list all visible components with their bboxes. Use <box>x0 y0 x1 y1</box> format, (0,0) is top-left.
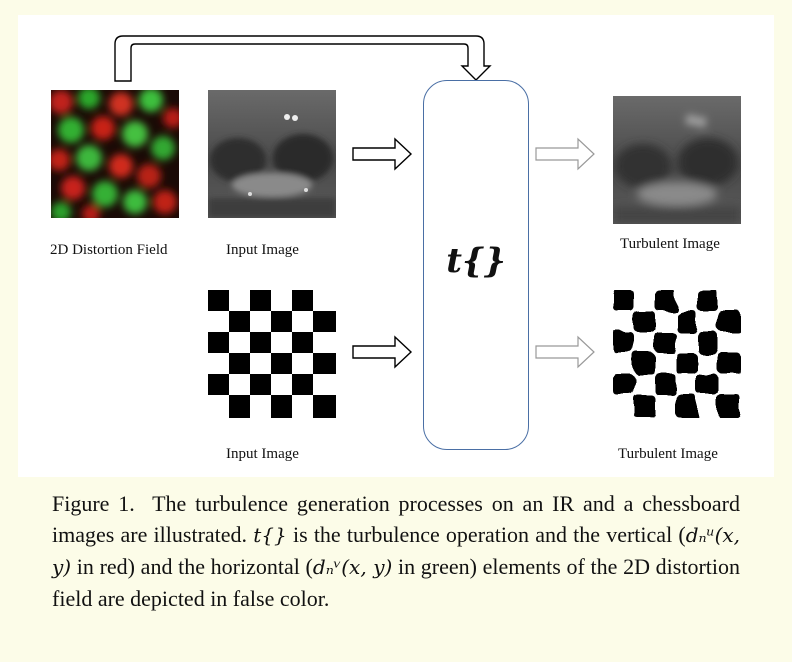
caption-part2: is the turbulence operation and the vert… <box>292 522 686 547</box>
distortion-to-operator-arrow <box>114 35 492 82</box>
caption-part3: in red) and the horizontal ( <box>76 554 313 579</box>
caption-math-u: dₙᵘ(x, y) <box>52 523 741 579</box>
output-chess-arrow <box>535 335 595 369</box>
operator-symbol: t{} <box>446 241 506 281</box>
figure-caption: Figure 1. The turbulence generation proc… <box>52 488 740 614</box>
caption-part1: The turbulence generation processes on a… <box>52 491 740 547</box>
caption-operator: t{} <box>253 523 287 547</box>
input-ir-image <box>208 90 336 218</box>
turbulent-ir-label: Turbulent Image <box>620 236 720 252</box>
output-ir-arrow <box>535 137 595 171</box>
distortion-field-image <box>51 90 179 218</box>
turbulent-ir-image <box>613 96 741 224</box>
input-ir-arrow <box>352 137 413 171</box>
turbulent-chessboard-image <box>613 290 741 418</box>
input-chess-label: Input Image <box>226 446 299 462</box>
input-ir-label: Input Image <box>226 242 299 258</box>
distortion-field-label: 2D Distortion Field <box>50 242 168 258</box>
caption-math-v: dₙᵛ(x, y) <box>312 555 393 579</box>
caption-part4: in green) elements of the 2D distortion … <box>52 554 741 611</box>
turbulent-chess-label: Turbulent Image <box>618 446 718 462</box>
caption-lead: Figure 1. <box>52 491 135 516</box>
turbulence-operator-box: t{} <box>423 80 529 450</box>
arrows-layer <box>114 35 595 369</box>
input-chess-arrow <box>352 335 413 369</box>
input-chessboard-image <box>208 290 336 418</box>
